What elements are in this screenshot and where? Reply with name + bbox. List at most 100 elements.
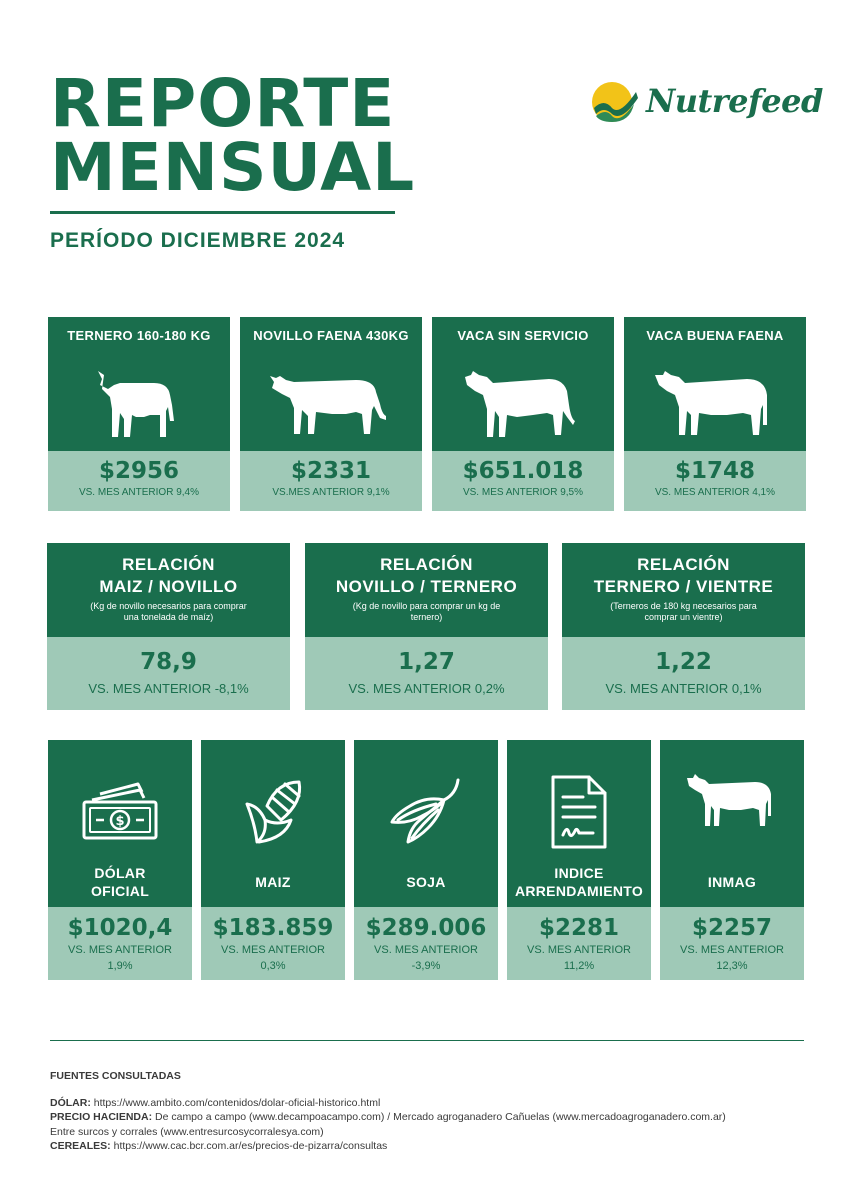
market-label-line-1: MAIZ [255,873,291,890]
market-comparison-label: VS. MES ANTERIOR [374,944,478,956]
nutrefeed-logo: Nutrefeed [590,78,823,128]
contract-document-icon [507,762,651,862]
ratio-title: RELACIÓN MAIZ / NOVILLO [47,543,290,598]
ratio-footer: 1,27 VS. MES ANTERIOR 0,2% [305,637,548,710]
market-comparison-value: 11,2% [563,960,595,972]
cattle-card-novillo: NOVILLO FAENA 430KG $2331 VS.MES ANTERIO… [240,317,422,511]
ratio-comparison: VS. MES ANTERIOR 0,2% [348,681,505,696]
corn-icon [201,762,345,862]
source-cereales-label: CEREALES: [50,1140,111,1152]
market-label: MAIZ [201,854,345,909]
title-line-2: MENSUAL [50,129,416,206]
source-hacienda: PRECIO HACIENDA: De campo a campo (www.d… [50,1110,820,1125]
market-comparison-value: 0,3% [260,960,286,972]
market-label-line-1: INMAG [707,873,757,890]
card-footer: $651.018 VS. MES ANTERIOR 9,5% [432,451,614,511]
market-comparison-label: VS. MES ANTERIOR [68,944,172,956]
card-comparison: VS. MES ANTERIOR 4,1% [654,487,776,498]
ratio-card-novillo-ternero: RELACIÓN NOVILLO / TERNERO (Kg de novill… [305,543,548,710]
market-footer: $1020,4 VS. MES ANTERIOR 1,9% [48,907,192,980]
sources-section: FUENTES CONSULTADAS DÓLAR: https://www.a… [50,1069,820,1154]
cow-icon [660,760,804,840]
market-value: $2281 [538,915,620,941]
card-label: VACA BUENA FAENA [646,328,784,343]
ratio-title-line-2: NOVILLO / TERNERO [335,577,518,596]
cattle-card-vaca-buena-faena: VACA BUENA FAENA $1748 VS. MES ANTERIOR … [624,317,806,511]
ratio-comparison: VS. MES ANTERIOR 0,1% [605,681,762,696]
cattle-card-ternero: TERNERO 160-180 KG $2956 VS. MES ANTERIO… [48,317,230,511]
ratio-title-line-1: RELACIÓN [380,555,473,574]
source-hacienda-label: PRECIO HACIENDA: [50,1111,153,1123]
card-value: $2956 [98,458,180,484]
title-divider [50,211,395,214]
market-comparison-label: VS. MES ANTERIOR [527,944,631,956]
market-value: $1020,4 [67,915,173,941]
source-hacienda-text: De campo a campo (www.decampoacampo.com)… [152,1111,726,1123]
cow-icon [624,357,806,449]
sources-title: FUENTES CONSULTADAS [50,1070,181,1082]
market-value: $289.006 [365,915,487,941]
market-value: $2257 [691,915,773,941]
card-footer: $2956 VS. MES ANTERIOR 9,4% [48,451,230,511]
report-title: REPORTE MENSUAL [50,65,416,206]
ratio-footer: 1,22 VS. MES ANTERIOR 0,1% [562,637,805,710]
market-card-inmag: INMAG $2257 VS. MES ANTERIOR 12,3% [660,740,804,980]
card-comparison: VS. MES ANTERIOR 9,4% [78,487,200,498]
market-label-line-2: OFICIAL [90,882,150,899]
market-comparison-value: 1,9% [107,960,133,972]
calf-icon [48,357,230,449]
ratio-title-line-1: RELACIÓN [637,555,730,574]
soy-pod-icon [354,762,498,862]
card-label: VACA SIN SERVICIO [457,328,589,343]
card-value: $651.018 [462,458,584,484]
market-card-maiz: MAIZ $183.859 VS. MES ANTERIOR 0,3% [201,740,345,980]
steer-icon [240,357,422,449]
title-line-1: REPORTE [50,65,396,142]
ratio-title-line-2: MAIZ / NOVILLO [99,577,238,596]
source-dolar: DÓLAR: https://www.ambito.com/contenidos… [50,1096,820,1111]
period-label: PERÍODO DICIEMBRE 2024 [50,229,346,252]
sun-check-logo-icon [592,82,638,122]
market-comparison-label: VS. MES ANTERIOR [680,944,784,956]
market-footer: $183.859 VS. MES ANTERIOR 0,3% [201,907,345,980]
ratio-description: (Kg de novillo para comprar un kg de ter… [352,601,501,622]
source-dolar-label: DÓLAR: [50,1096,91,1109]
ratio-card-ternero-vientre: RELACIÓN TERNERO / VIENTRE (Terneros de … [562,543,805,710]
market-label-line-1: SOJA [406,873,446,890]
market-footer: $2281 VS. MES ANTERIOR 11,2% [507,907,651,980]
market-comparison-label: VS. MES ANTERIOR [221,944,325,956]
market-comparison-value: -3,9% [411,960,441,972]
ratio-footer: 78,9 VS. MES ANTERIOR -8,1% [47,637,290,710]
market-card-arrendamiento: INDICE ARRENDAMIENTO $2281 VS. MES ANTER… [507,740,651,980]
market-footer: $2257 VS. MES ANTERIOR 12,3% [660,907,804,980]
ratio-title: RELACIÓN TERNERO / VIENTRE [562,543,805,598]
ratio-title-line-1: RELACIÓN [122,555,215,574]
market-comparison-value: 12,3% [716,960,748,972]
cow-icon [432,357,614,449]
sources-divider [50,1040,804,1041]
market-label: DÓLAR OFICIAL [48,854,192,909]
svg-text:$: $ [115,814,124,829]
ratio-card-maiz-novillo: RELACIÓN MAIZ / NOVILLO (Kg de novillo n… [47,543,290,710]
source-dolar-link[interactable]: https://www.ambito.com/contenidos/dolar-… [90,1096,381,1109]
market-card-soja: SOJA $289.006 VS. MES ANTERIOR -3,9% [354,740,498,980]
market-label-line-1: DÓLAR [94,864,146,881]
card-footer: $1748 VS. MES ANTERIOR 4,1% [624,451,806,511]
market-footer: $289.006 VS. MES ANTERIOR -3,9% [354,907,498,980]
market-card-dolar: $ DÓLAR OFICIAL $1020,4 VS. MES ANTERIOR… [48,740,192,980]
source-cereales: CEREALES: https://www.cac.bcr.com.ar/es/… [50,1139,820,1154]
market-label: INMAG [660,854,804,909]
ratio-value: 78,9 [140,649,197,675]
card-label: TERNERO 160-180 KG [67,328,211,343]
market-value: $183.859 [212,915,334,941]
ratio-title-line-2: TERNERO / VIENTRE [593,577,774,596]
card-label: NOVILLO FAENA 430KG [253,328,409,343]
source-cereales-link[interactable]: https://www.cac.bcr.com.ar/es/precios-de… [110,1140,388,1152]
market-label-line-2: ARRENDAMIENTO [514,882,644,899]
ratio-comparison: VS. MES ANTERIOR -8,1% [88,681,249,696]
ratio-title: RELACIÓN NOVILLO / TERNERO [305,543,548,598]
card-comparison: VS.MES ANTERIOR 9,1% [272,487,390,498]
card-value: $2331 [290,458,372,484]
cattle-card-vaca-sin-servicio: VACA SIN SERVICIO $651.018 VS. MES ANTER… [432,317,614,511]
ratio-description: (Terneros de 180 kg necesarios para comp… [610,601,757,622]
